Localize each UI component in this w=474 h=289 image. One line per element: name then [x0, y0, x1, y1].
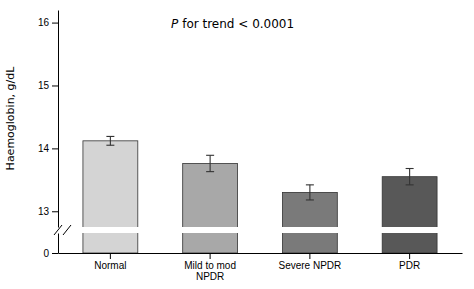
- error-bar-cap: [406, 184, 414, 185]
- tick-label: 15: [38, 80, 50, 91]
- tick-label-line: PDR: [399, 260, 420, 271]
- error-bar-cap: [406, 168, 414, 169]
- tick-label: Severe NPDR: [278, 260, 341, 271]
- bar: [83, 141, 138, 227]
- error-bar-cap: [106, 136, 114, 137]
- axis-break: [54, 225, 71, 235]
- tick: Severe NPDR: [278, 253, 341, 271]
- annotation-part: for trend < 0.0001: [178, 17, 294, 31]
- tick: 15: [38, 80, 58, 91]
- tick: 0: [43, 248, 58, 259]
- axis-line: [58, 11, 59, 228]
- x-axis: Normal Mild to modNPDR Severe NPDR PDR: [59, 253, 463, 282]
- bar-stub: [83, 233, 138, 253]
- tick-label: 13: [38, 206, 50, 217]
- error-bar-stem: [409, 169, 410, 185]
- tick-label-line: Mild to mod: [184, 260, 236, 271]
- axis-break-mark: [54, 225, 62, 235]
- tick-mark: [52, 253, 58, 254]
- error-bar: [306, 185, 314, 200]
- tick: PDR: [399, 253, 420, 271]
- stub-panel: 0 Normal Mild to modNPDR Severe NPDR PDR: [43, 0, 462, 282]
- axis-line: [58, 234, 59, 254]
- error-bar-stem: [210, 155, 211, 171]
- tick-label-line: Severe NPDR: [278, 260, 341, 271]
- error-bar-stem: [110, 136, 111, 145]
- tick-mark: [52, 23, 58, 24]
- annotation: P for trend < 0.0001: [171, 17, 294, 31]
- tick-label: 16: [38, 17, 50, 28]
- error-bar-cap: [306, 184, 314, 185]
- axis-break-mark: [63, 225, 71, 235]
- y-axis-stub: 0: [43, 234, 58, 259]
- plot-area: [83, 136, 437, 227]
- bar-stub: [282, 233, 337, 253]
- tick-label: 0: [43, 248, 49, 259]
- bar-stub: [382, 233, 437, 253]
- tick-mark: [409, 253, 410, 259]
- tick-mark: [309, 253, 310, 259]
- bar-stub: [183, 233, 238, 253]
- tick-mark: [110, 253, 111, 259]
- tick-label: Mild to modNPDR: [184, 260, 236, 282]
- bar: [183, 163, 238, 227]
- chart: 13 14 15 16 Haemoglobin, g/dL P for trend < 0…: [0, 0, 474, 289]
- error-bar-cap: [306, 199, 314, 200]
- error-bar-cap: [206, 171, 214, 172]
- tick-label-line: Normal: [94, 260, 126, 271]
- tick: 13: [38, 206, 58, 217]
- error-bar-cap: [106, 145, 114, 146]
- axis-line: [59, 253, 463, 254]
- tick-label: 14: [38, 143, 50, 154]
- tick-label-line: NPDR: [196, 271, 224, 282]
- error-bar: [206, 155, 214, 171]
- tick: 14: [38, 143, 58, 154]
- y-axis: 13 14 15 16: [38, 11, 59, 228]
- tick: 16: [38, 17, 58, 28]
- tick-label: Normal: [94, 260, 126, 271]
- tick-mark: [52, 85, 58, 86]
- tick: Mild to modNPDR: [184, 253, 236, 282]
- tick-mark: [210, 253, 211, 259]
- tick: Normal: [94, 253, 126, 271]
- y-axis-title: Haemoglobin, g/dL: [4, 66, 17, 171]
- error-bar-stem: [309, 185, 310, 200]
- error-bar-cap: [206, 155, 214, 156]
- plot-area-stub: [83, 233, 437, 253]
- error-bar: [406, 169, 414, 185]
- error-bar: [106, 136, 114, 145]
- tick-label: PDR: [399, 260, 420, 271]
- tick-mark: [52, 211, 58, 212]
- tick-mark: [52, 148, 58, 149]
